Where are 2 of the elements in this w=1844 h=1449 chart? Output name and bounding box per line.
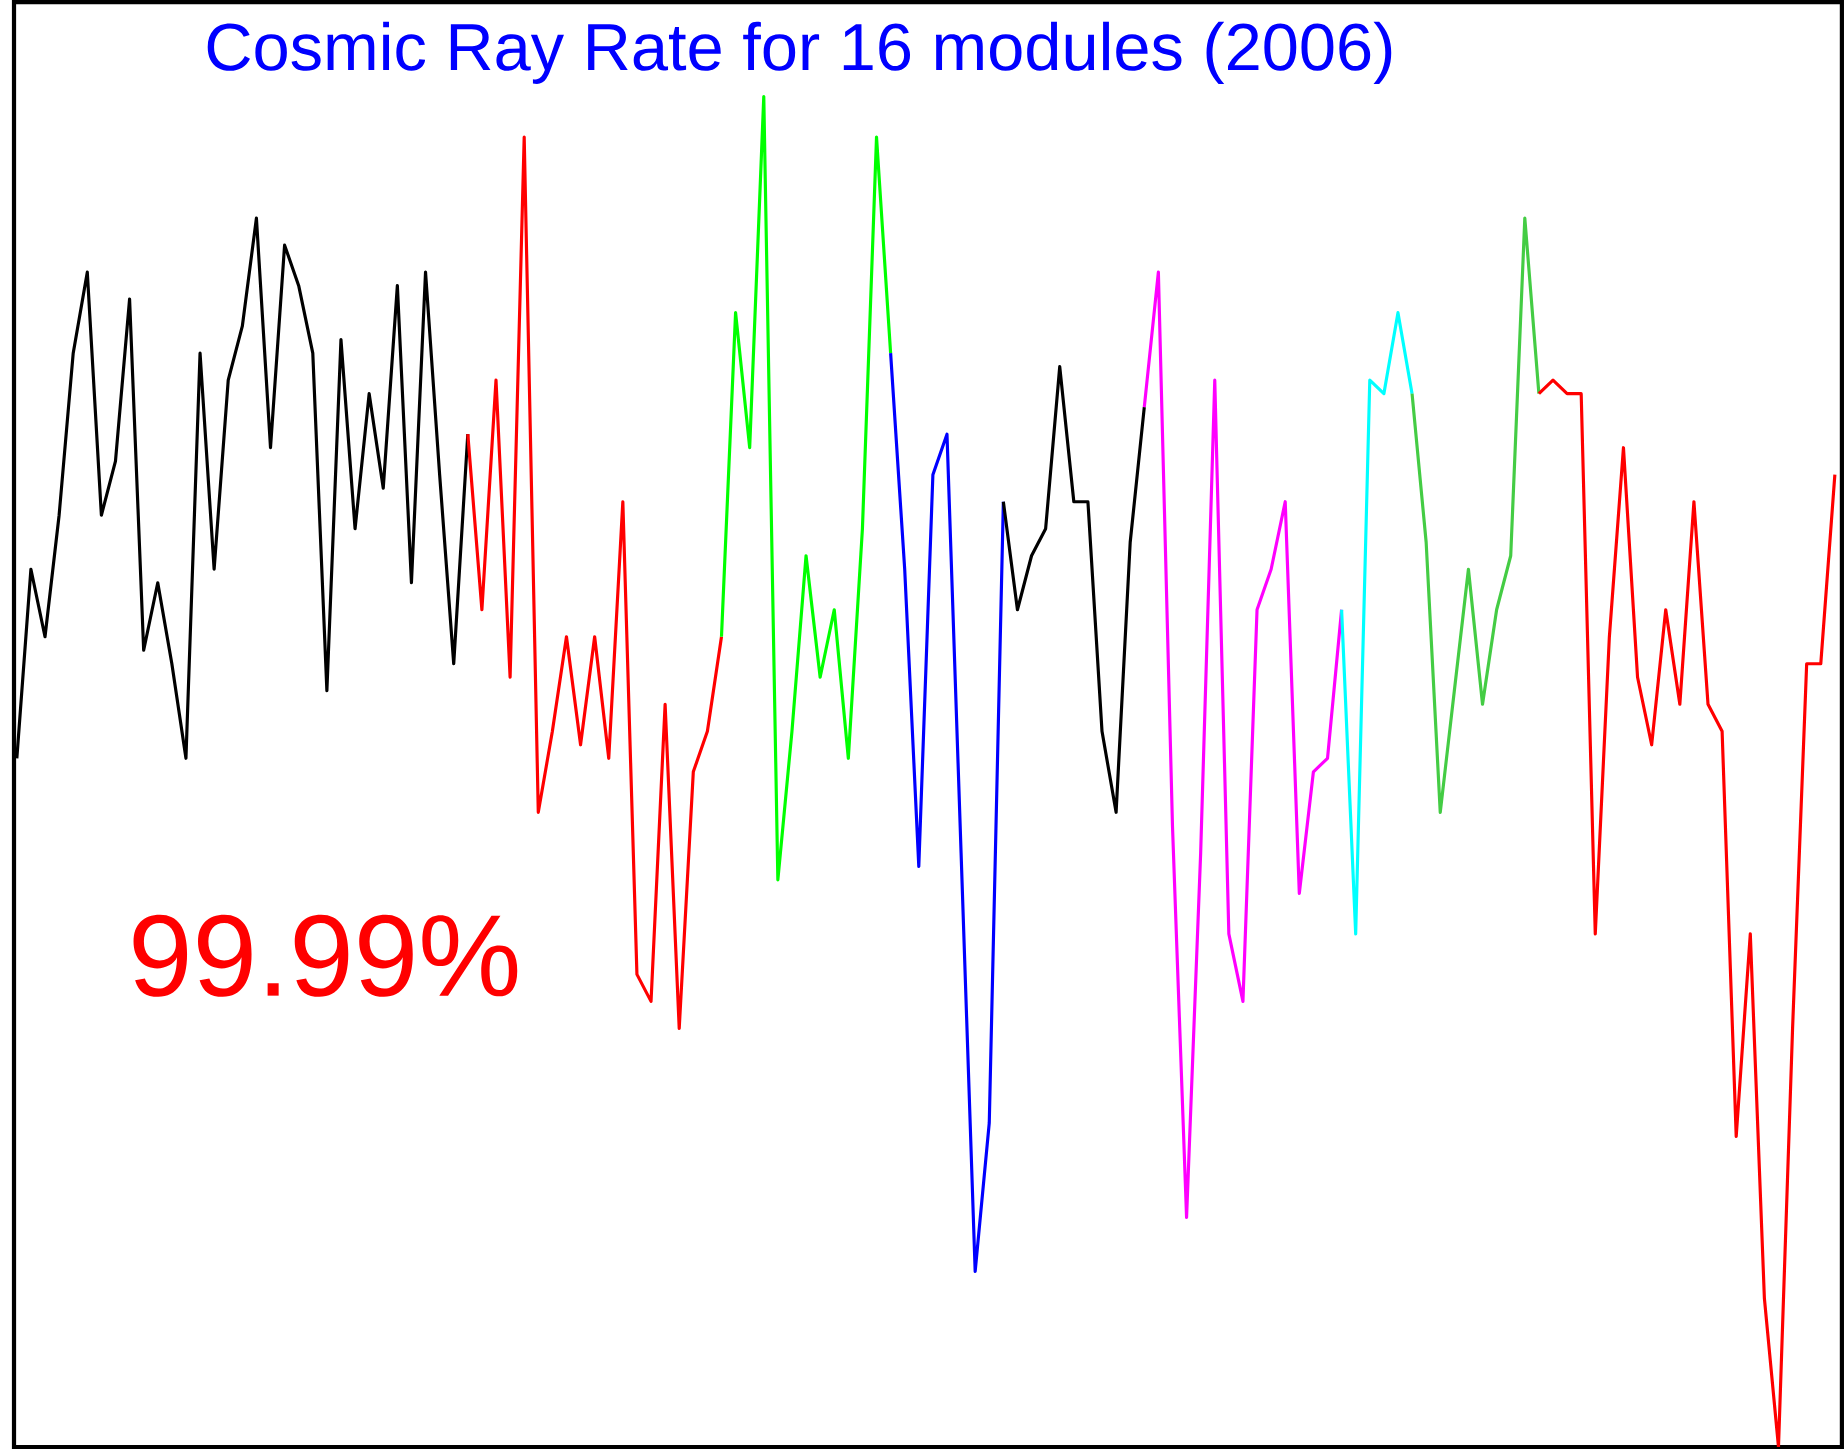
annotation: 99.99% <box>133 914 518 997</box>
chart-title: Cosmic Ray Rate for 16 modules (2006) <box>207 21 1392 84</box>
